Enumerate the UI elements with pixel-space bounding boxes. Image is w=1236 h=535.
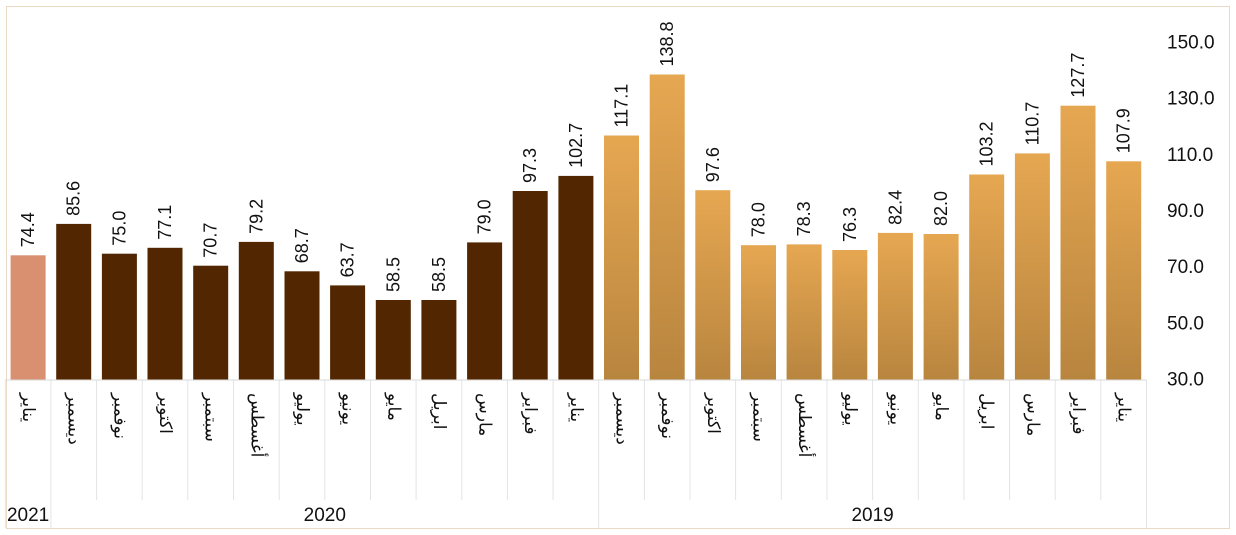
year-label-2020: 2020	[304, 505, 346, 526]
bar-2019-7	[832, 250, 868, 380]
category-label-2020-3: مارس	[475, 393, 495, 436]
value-label-2020-5: 58.5	[383, 257, 403, 292]
value-label-2019-7: 76.3	[840, 207, 860, 242]
bar-2020-8	[238, 241, 274, 380]
chart-frame	[6, 6, 1230, 529]
year-label-2021: 2021	[7, 505, 49, 526]
category-label-2019-1: يناير	[1114, 392, 1134, 422]
bars	[10, 74, 1142, 380]
category-label-2019-5: مايو	[931, 392, 951, 421]
category-label-2019-8: أغسطس	[794, 393, 816, 457]
category-label-2020-8: أغسطس	[246, 393, 268, 457]
y-tick-label: 70.0	[1167, 257, 1204, 278]
value-label-2019-4: 103.2	[977, 121, 997, 166]
category-label-2019-10: اكتوبر	[703, 392, 723, 434]
category-label-2020-12: ديسمبر	[64, 392, 84, 445]
category-label-2020-5: مايو	[383, 392, 403, 421]
value-label-2019-6: 82.4	[885, 190, 905, 225]
bar-2020-9	[193, 265, 229, 380]
value-label-2019-11: 138.8	[657, 21, 677, 66]
bar-2019-10	[695, 190, 731, 380]
category-label-2020-4: ابريل	[429, 393, 449, 429]
value-label-2020-9: 70.7	[201, 223, 221, 258]
bar-2019-11	[649, 74, 685, 380]
category-label-2019-3: مارس	[1022, 393, 1042, 436]
value-label-2020-4: 58.5	[429, 257, 449, 292]
category-label-2020-6: يونيو	[338, 392, 358, 425]
bar-2019-1	[1106, 161, 1142, 380]
y-tick-label: 150.0	[1167, 33, 1215, 54]
y-tick-label: 90.0	[1167, 201, 1204, 222]
bar-2019-5	[923, 234, 959, 380]
bar-2020-5	[375, 300, 411, 380]
value-label-2020-7: 68.7	[292, 228, 312, 263]
year-label-2019: 2019	[851, 505, 893, 526]
bar-2020-3	[467, 242, 503, 380]
category-label-2019-2: فبراير	[1068, 392, 1088, 434]
value-labels: 107.9 127.7 110.7 103.2 82.0 82.4 76.3 78.3 78.0…	[18, 21, 1134, 292]
bar-2020-4	[421, 300, 457, 380]
value-label-2019-10: 97.6	[703, 147, 723, 182]
category-label-2020-7: يوليو	[292, 392, 312, 426]
year-labels: 2019 2020 2021	[7, 505, 894, 526]
category-label-2020-9: سبتمبر	[201, 392, 221, 442]
category-label-2021-1: يناير	[18, 392, 38, 422]
category-label-2019-7: يوليو	[840, 392, 860, 426]
value-label-2019-5: 82.0	[931, 191, 951, 226]
bar-2019-12	[604, 135, 639, 380]
value-label-2020-10: 77.1	[155, 205, 175, 240]
value-label-2020-6: 63.7	[338, 242, 358, 277]
bar-2019-9	[741, 245, 776, 380]
bar-2020-1	[558, 175, 594, 380]
y-tick-label: 30.0	[1167, 370, 1204, 391]
category-label-2020-10: اكتوبر	[155, 392, 175, 434]
value-label-2021-1: 74.4	[18, 212, 38, 247]
value-label-2020-2: 97.3	[520, 148, 540, 183]
value-label-2019-2: 127.7	[1068, 53, 1088, 98]
bar-2020-10	[147, 247, 183, 380]
bar-2021-1	[10, 255, 46, 380]
value-label-2020-11: 75.0	[109, 211, 129, 246]
bar-2020-7	[284, 271, 320, 380]
category-label-2019-11: نوفمبر	[657, 392, 677, 439]
category-label-2019-4: ابريل	[977, 393, 997, 429]
category-dividers	[4, 379, 1147, 528]
category-label-2020-1: يناير	[566, 392, 586, 422]
value-label-2019-3: 110.7	[1022, 102, 1042, 146]
value-label-2020-12: 85.6	[64, 181, 84, 216]
y-tick-label: 50.0	[1167, 313, 1204, 334]
value-label-2020-1: 102.7	[566, 123, 586, 168]
value-label-2020-8: 79.2	[246, 199, 266, 234]
value-label-2019-8: 78.3	[794, 201, 814, 236]
value-label-2020-3: 79.0	[475, 199, 495, 234]
bar-2020-11	[101, 253, 137, 380]
y-tick-label: 130.0	[1167, 89, 1215, 110]
category-label-2020-2: فبراير	[520, 392, 540, 434]
bar-2019-6	[877, 232, 913, 380]
bar-2019-3	[1014, 153, 1050, 380]
bar-2019-2	[1060, 105, 1096, 380]
category-label-2019-12: ديسمبر	[612, 392, 632, 445]
bar-2019-8	[786, 244, 822, 380]
category-label-2020-11: نوفمبر	[109, 392, 129, 439]
value-label-2019-1: 107.9	[1114, 108, 1134, 153]
y-tick-label: 110.0	[1167, 145, 1213, 166]
bar-2020-6	[330, 285, 366, 380]
bar-2019-4	[969, 174, 1005, 380]
category-label-2019-6: يونيو	[885, 392, 905, 425]
value-label-2019-9: 78.0	[749, 202, 769, 237]
bar-2020-2	[512, 191, 548, 380]
bar-2020-12	[56, 223, 92, 380]
category-label-2019-9: سبتمبر	[749, 392, 769, 442]
category-labels: يناير فبراير مارس ابريل مايو يونيو يوليو أغسطس س…	[18, 392, 1134, 457]
y-axis: 30.0 50.0 70.0 90.0 110.0 130.0 150.0	[1167, 33, 1215, 391]
value-label-2019-12: 117.1	[612, 84, 632, 128]
